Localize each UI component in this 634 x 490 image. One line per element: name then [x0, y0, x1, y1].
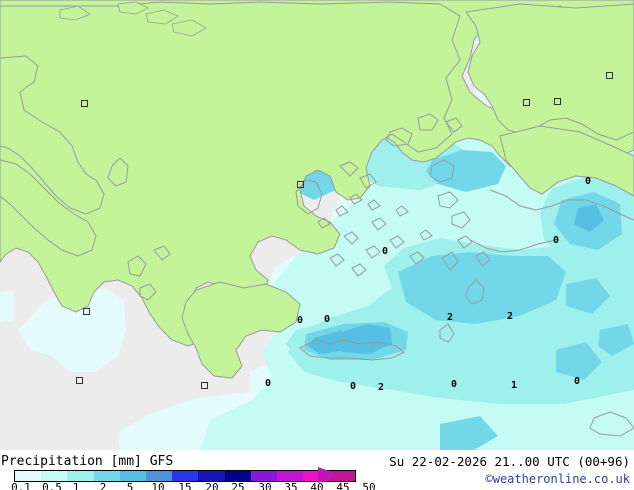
land-shapes — [0, 1, 634, 379]
copyright-label: ©weatheronline.co.uk — [485, 472, 631, 486]
precip-band-2 — [294, 150, 634, 450]
precip-value-label: 0 — [382, 246, 389, 257]
colorbar-swatch — [276, 471, 304, 481]
colorbar-swatch — [329, 471, 356, 481]
tick-label: 15 — [178, 481, 192, 490]
legend-panel: Precipitation [mm] GFS 0.1 0.5 1 2 5 10 … — [0, 450, 634, 490]
station-marker — [554, 98, 561, 105]
precip-value-label: 0 — [265, 378, 272, 389]
precip-value-label: 2 — [507, 311, 514, 322]
station-marker — [606, 72, 613, 79]
precipitation-map[interactable]: 0 0 0 0 0 0 0 0 0 1 2 2 2 — [0, 0, 634, 450]
tick-label: 10 — [151, 481, 165, 490]
precip-value-label: 1 — [511, 380, 518, 391]
tick-label: 0.1 — [11, 481, 31, 490]
tick-label: 40 — [310, 481, 324, 490]
colorbar-swatch — [119, 471, 146, 481]
station-marker — [83, 308, 90, 315]
colorbar-swatch — [198, 471, 225, 481]
precip-value-label: 0 — [451, 379, 458, 390]
tick-label: 50 — [362, 481, 376, 490]
colorbar-swatch — [303, 471, 330, 481]
precip-value-label: 2 — [447, 312, 454, 323]
colorbar-swatch — [224, 471, 251, 481]
colorbar-swatch — [67, 471, 94, 481]
tick-label: 5 — [126, 481, 134, 490]
station-marker — [81, 100, 88, 107]
map-canvas[interactable] — [0, 0, 634, 450]
tick-label: 30 — [258, 481, 272, 490]
precip-value-label: 0 — [574, 376, 581, 387]
precip-band-5 — [308, 204, 604, 354]
colorbar-overflow-arrow-icon — [318, 467, 340, 483]
precip-value-label: 0 — [350, 381, 357, 392]
tick-label: 25 — [231, 481, 245, 490]
precip-value-label: 0 — [297, 315, 304, 326]
station-marker — [297, 181, 304, 188]
valid-datetime-label: Su 22-02-2026 21..00 UTC (00+96) — [389, 454, 630, 469]
precip-value-label: 2 — [378, 382, 385, 393]
tick-label: 20 — [205, 481, 219, 490]
station-marker — [201, 382, 208, 389]
tick-label: 0.5 — [42, 481, 62, 490]
legend-title: Precipitation [mm] GFS — [1, 454, 174, 469]
colorbar[interactable] — [14, 470, 357, 482]
station-marker — [523, 99, 530, 106]
tick-label: 2 — [99, 481, 107, 490]
tick-label: 45 — [336, 481, 350, 490]
colorbar-swatch — [41, 471, 68, 481]
colorbar-swatch — [15, 471, 42, 481]
tick-label: 1 — [72, 481, 80, 490]
coastline-islands — [107, 113, 634, 437]
precip-value-label: 0 — [553, 235, 560, 246]
colorbar-swatch — [145, 471, 173, 481]
precip-value-label: 0 — [585, 176, 592, 187]
precip-value-label: 0 — [324, 314, 331, 325]
tick-label: 35 — [284, 481, 298, 490]
colorbar-swatch — [250, 471, 277, 481]
colorbar-swatch — [93, 471, 120, 481]
dalmatian-coast — [59, 1, 207, 37]
station-marker — [76, 377, 83, 384]
colorbar-swatch — [172, 471, 199, 481]
colorbar-ticks: 0.1 0.5 1 2 5 10 15 20 25 30 35 40 45 50 — [0, 481, 376, 490]
